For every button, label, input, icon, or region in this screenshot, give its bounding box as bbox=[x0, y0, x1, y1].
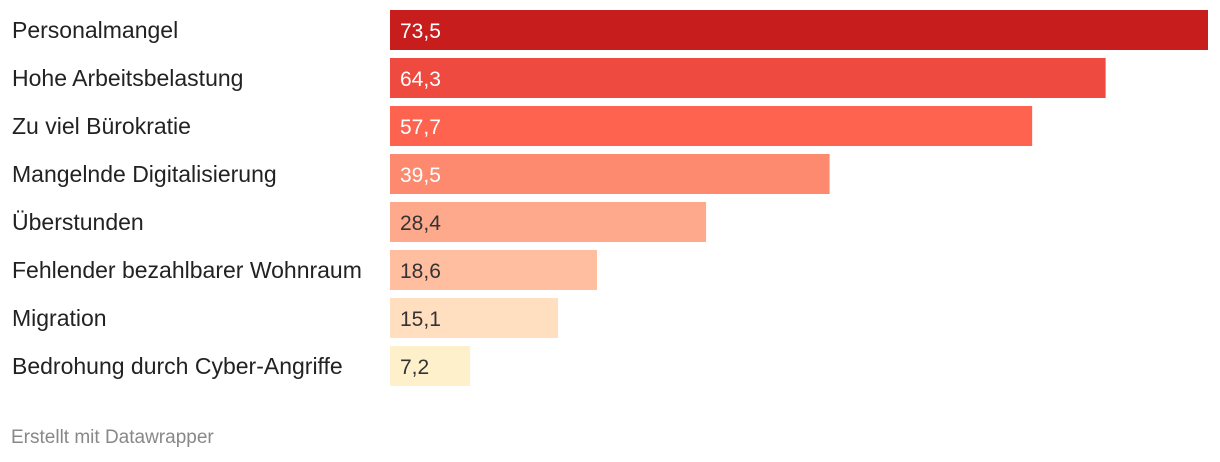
category-label: Zu viel Bürokratie bbox=[12, 113, 191, 139]
value-label: 18,6 bbox=[400, 260, 441, 283]
credit-footer: Erstellt mit Datawrapper bbox=[11, 427, 214, 448]
category-label: Hohe Arbeitsbelastung bbox=[12, 65, 243, 91]
value-label: 73,5 bbox=[400, 20, 441, 43]
bar-chart: Personalmangel 73,5 Hohe Arbeitsbelastung 6… bbox=[12, 10, 1208, 386]
value-label: 7,2 bbox=[400, 356, 429, 379]
category-label: Überstunden bbox=[12, 209, 144, 235]
bar bbox=[390, 58, 1106, 98]
category-label: Bedrohung durch Cyber-Angriffe bbox=[12, 353, 343, 379]
bar bbox=[390, 250, 598, 290]
bar bbox=[390, 298, 559, 338]
category-label: Personalmangel bbox=[12, 17, 178, 43]
bar bbox=[390, 10, 1208, 50]
value-label: 15,1 bbox=[400, 308, 441, 331]
category-label: Mangelnde Digitalisierung bbox=[12, 161, 277, 187]
category-label: Migration bbox=[12, 305, 107, 331]
value-label: 64,3 bbox=[400, 68, 441, 91]
bar bbox=[390, 106, 1033, 146]
value-label: 39,5 bbox=[400, 164, 441, 187]
category-label: Fehlender bezahlbarer Wohnraum bbox=[12, 257, 362, 283]
bar bbox=[390, 346, 471, 386]
bar bbox=[390, 202, 707, 242]
value-label: 28,4 bbox=[400, 212, 441, 235]
value-label: 57,7 bbox=[400, 116, 441, 139]
bar bbox=[390, 154, 830, 194]
